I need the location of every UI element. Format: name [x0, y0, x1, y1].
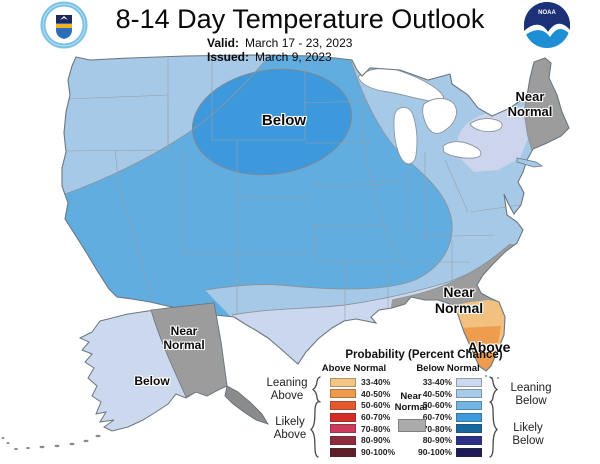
- legend-near-normal-swatch: [398, 419, 426, 432]
- legend-below-swatch: [456, 377, 482, 387]
- brace-leaning-below: [489, 376, 498, 403]
- legend-below-header: Below Normal: [416, 363, 480, 374]
- brace-leaning-above: [312, 376, 321, 403]
- legend-above-header: Above Normal: [321, 363, 387, 374]
- legend-below-range-label: 80-90%: [422, 435, 452, 446]
- issued-line: Issued: March 9, 2023: [207, 50, 352, 64]
- legend-below-range-label: 33-40%: [422, 377, 452, 387]
- legend-below-swatch: [456, 447, 482, 457]
- label-conus-below: Below: [261, 112, 307, 129]
- legend-above-swatch: [330, 389, 356, 399]
- legend-below-row: 50-60%: [414, 400, 482, 410]
- legend-above-row: 50-60%: [330, 400, 395, 410]
- legend-below-range-label: 60-70%: [422, 412, 452, 423]
- alaska-inset: [1, 302, 269, 450]
- legend-above-range-label: 80-90%: [361, 435, 391, 446]
- aleutian-islands: [1, 434, 101, 450]
- legend-likely-below-label: Likely Below: [512, 422, 544, 447]
- legend-below-range-label: 90-100%: [417, 447, 452, 458]
- legend-above-range-label: 33-40%: [361, 377, 391, 387]
- alaska-near-normal-region: [150, 302, 228, 398]
- page-title: 8-14 Day Temperature Outlook: [115, 4, 485, 34]
- legend-below-row: 33-40%: [414, 377, 482, 387]
- legend-above-row: 60-70%: [330, 412, 395, 422]
- legend-above-swatch: [330, 377, 356, 387]
- valid-issued-block: Valid: March 17 - 23, 2023 Issued: March 9…: [207, 36, 352, 64]
- label-alaska-below: Below: [134, 374, 170, 388]
- legend-below-row: 60-70%: [414, 412, 482, 422]
- valid-label: Valid:: [207, 36, 240, 50]
- legend-above-range-label: 60-70%: [361, 412, 391, 423]
- legend-above-row: 90-100%: [330, 447, 395, 457]
- legend-above-row: 70-80%: [330, 424, 395, 434]
- legend-above-swatch: [330, 447, 356, 457]
- noaa-logo-icon: NOAA: [524, 2, 570, 48]
- noaa-logo-text: NOAA: [538, 10, 556, 16]
- legend-above-range-label: 70-80%: [361, 423, 391, 434]
- label-alaska-near-normal: Near Normal: [163, 324, 205, 352]
- legend-below-row: 40-50%: [414, 389, 482, 399]
- legend-above-swatch: [330, 435, 356, 445]
- legend-above-swatch: [330, 412, 356, 422]
- valid-line: Valid: March 17 - 23, 2023: [207, 36, 352, 50]
- region-boundaries: [62, 55, 534, 316]
- legend-below-row: 80-90%: [414, 435, 482, 445]
- label-florida-above: Above: [467, 339, 511, 355]
- legend-below-range-label: 70-80%: [422, 423, 452, 434]
- conus-outline: [61, 54, 570, 372]
- valid-value: March 17 - 23, 2023: [245, 36, 353, 50]
- region-florida-above-40-50: [459, 326, 501, 370]
- brace-likely-above: [310, 401, 319, 458]
- legend-below-swatch: [456, 400, 482, 410]
- legend-below-swatch: [456, 435, 482, 445]
- region-newengland-near-normal: [524, 57, 569, 152]
- legend-below-row: 90-100%: [414, 447, 482, 457]
- long-island: [516, 157, 544, 168]
- legend-below-row: 70-80%: [414, 424, 482, 434]
- nws-logo-icon: [40, 1, 88, 49]
- legend-below-swatch: [456, 424, 482, 434]
- legend-near-normal-label: Near Normal: [394, 391, 428, 413]
- legend-above-swatch: [330, 400, 356, 410]
- legend-below-swatch: [456, 412, 482, 422]
- legend-title: Probability (Percent Chance): [345, 349, 503, 361]
- legend-below-range-label: 40-50%: [422, 388, 452, 399]
- legend-above-range-label: 50-60%: [361, 400, 391, 411]
- legend-below-range-label: 50-60%: [422, 400, 452, 411]
- label-florida-near-normal: Near Normal: [434, 284, 484, 316]
- legend-above-rows: 33-40% 40-50% 50-60% 60-70% 70-80% 80-90% 90-1…: [330, 377, 395, 459]
- legend-above-row: 40-50%: [330, 389, 395, 399]
- brace-likely-below: [489, 401, 498, 458]
- legend-above-row: 80-90%: [330, 435, 395, 445]
- legend-above-row: 33-40%: [330, 377, 395, 387]
- alaska-panhandle: [224, 385, 269, 425]
- legend-likely-above-label: Likely Above: [273, 416, 307, 441]
- region-nw-below-40-50: [62, 55, 270, 196]
- legend-below-swatch: [456, 389, 482, 399]
- legend-below-rows: 33-40% 40-50% 50-60% 60-70% 70-80% 80-90% 90-1…: [414, 377, 482, 459]
- label-northeast-near-normal: Near Normal: [507, 89, 553, 119]
- legend-leaning-below-label: Leaning Below: [510, 382, 552, 407]
- legend-above-range-label: 90-100%: [361, 447, 396, 458]
- issued-value: March 9, 2023: [255, 50, 332, 64]
- legend-above-range-label: 40-50%: [361, 388, 391, 399]
- great-lakes: [357, 67, 503, 165]
- legend-leaning-above-label: Leaning Above: [266, 377, 308, 402]
- legend-above-swatch: [330, 424, 356, 434]
- issued-label: Issued:: [207, 50, 250, 64]
